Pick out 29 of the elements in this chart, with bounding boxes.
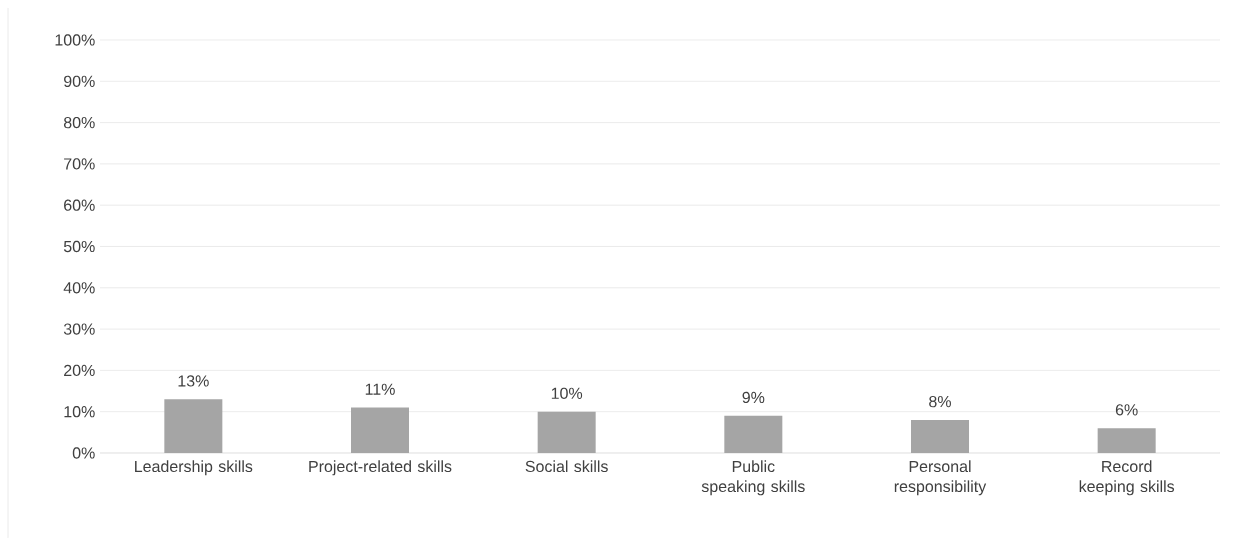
data-label: 11% (365, 383, 395, 395)
data-label: 8% (929, 395, 951, 408)
data-label: 10% (551, 387, 583, 399)
data-label: 9% (742, 391, 765, 404)
data-label: 6% (1115, 404, 1138, 416)
y-tick-label: 70% (64, 158, 95, 170)
x-tick-label: Leadership skills (135, 460, 253, 476)
bar (351, 407, 409, 453)
x-tick-label: Personal responsibility (894, 460, 987, 496)
bar (1097, 428, 1156, 453)
y-tick-label: 90% (64, 75, 95, 87)
y-tick-label: 20% (64, 364, 95, 377)
x-tick-label: Record keeping skills (1079, 460, 1175, 496)
bar (911, 419, 969, 453)
y-tick-label: 100% (55, 34, 95, 46)
bar (724, 415, 783, 453)
y-tick-label: 50% (63, 240, 95, 253)
y-tick-label: 10% (64, 406, 95, 418)
y-tick-label: 80% (63, 116, 95, 129)
y-tick-label: 0% (72, 447, 95, 459)
bar (537, 411, 596, 453)
y-tick-label: 30% (63, 323, 95, 335)
y-tick-label: 40% (63, 282, 95, 294)
x-tick-label: Public speaking skills (701, 460, 805, 496)
x-tick-label: Social skills (525, 460, 608, 473)
y-tick-label: 60% (64, 199, 95, 211)
x-tick-label: Project-related skills (309, 460, 452, 476)
bar (164, 399, 223, 453)
data-label: 13% (178, 375, 209, 387)
